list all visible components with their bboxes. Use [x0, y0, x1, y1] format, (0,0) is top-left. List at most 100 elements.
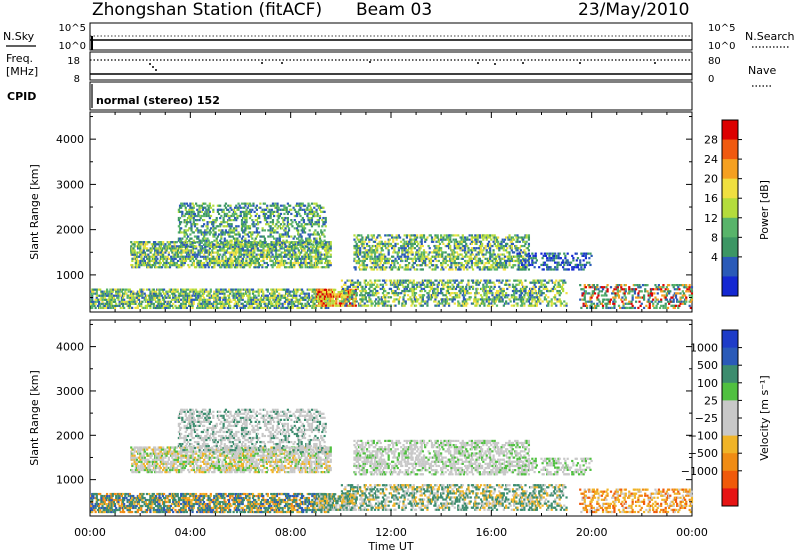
power-cell [287, 257, 290, 260]
power-cell [242, 216, 245, 220]
power-cell [152, 288, 155, 291]
power-cell [516, 255, 519, 258]
power-cell [230, 253, 233, 256]
power-cell [344, 295, 347, 298]
power-cell [440, 249, 443, 252]
power-cell [237, 304, 240, 307]
power-cell [357, 257, 361, 260]
power-cell [320, 259, 323, 263]
power-cell [165, 264, 168, 267]
power-cell [216, 290, 219, 293]
power-cell [133, 296, 136, 299]
power-cell [128, 300, 131, 303]
power-cell [312, 298, 315, 301]
power-cell [332, 295, 336, 298]
power-cell [234, 216, 237, 220]
power-cell [190, 216, 193, 220]
power-cell [192, 255, 196, 258]
power-cell [278, 233, 281, 236]
power-cell [180, 302, 183, 305]
power-cell [376, 251, 379, 254]
power-cell [338, 300, 341, 303]
power-cell [278, 253, 281, 256]
power-cell [419, 234, 422, 237]
power-cell [462, 240, 466, 243]
power-cell [214, 219, 217, 222]
power-cell [315, 290, 318, 294]
power-cell [199, 304, 202, 307]
power-cell [278, 235, 281, 238]
power-cell [245, 225, 248, 228]
power-cell [341, 287, 345, 291]
power-cell [91, 298, 94, 301]
power-cell [141, 292, 144, 295]
power-cell [427, 253, 430, 256]
power-cell [511, 251, 515, 254]
power-cell [313, 255, 316, 258]
power-cell [233, 294, 236, 297]
power-cell [296, 257, 299, 260]
power-cell [218, 302, 222, 305]
power-cell [287, 288, 290, 291]
power-cell [332, 302, 336, 305]
power-cell [500, 266, 503, 269]
power-cell [178, 245, 182, 248]
power-cell [457, 268, 460, 271]
power-cell [233, 264, 237, 267]
power-cell [346, 287, 349, 291]
power-cell [192, 247, 196, 250]
power-cell [213, 233, 216, 236]
power-cell [262, 255, 265, 258]
power-cell [240, 237, 244, 240]
power-cell [284, 290, 288, 293]
power-cell [253, 225, 256, 228]
power-cell [328, 297, 331, 300]
power-cell [321, 288, 324, 291]
power-cell [484, 266, 487, 269]
power-cell [276, 294, 280, 297]
power-cell [403, 234, 406, 237]
power-cell [151, 264, 154, 267]
power-cell [354, 259, 357, 263]
power-cell [301, 231, 304, 234]
power-cell [133, 241, 136, 244]
power-cell [105, 290, 109, 293]
power-cell [298, 239, 301, 242]
power-cell [189, 245, 192, 248]
power-cell [210, 302, 214, 305]
power-cell [189, 249, 192, 252]
power-cell [261, 300, 264, 303]
power-cell [238, 261, 241, 265]
power-cell [181, 202, 184, 205]
power-cell [284, 206, 287, 209]
power-cell [297, 300, 300, 303]
power-cell [411, 253, 414, 256]
power-cell [193, 294, 196, 297]
power-cell [313, 239, 316, 242]
power-cell [276, 302, 280, 305]
power-cell [253, 298, 256, 301]
power-cell [269, 231, 272, 234]
power-cell [355, 294, 358, 297]
power-cell [138, 245, 141, 248]
power-cell [318, 214, 322, 218]
power-cell [244, 239, 247, 242]
power-cell [448, 242, 451, 246]
power-cell [330, 300, 333, 303]
power-cell [524, 242, 527, 246]
power-cell [178, 304, 182, 307]
power-cell [361, 294, 364, 297]
power-cell [212, 225, 215, 228]
power-cell [305, 237, 308, 240]
power-cell [249, 249, 253, 252]
power-cell [326, 253, 329, 256]
power-cell [165, 304, 168, 307]
power-cell [270, 300, 273, 303]
power-cell [337, 293, 340, 296]
power-cell [162, 304, 166, 307]
power-cell [211, 294, 215, 297]
power-cell [517, 247, 520, 250]
power-cell [515, 259, 518, 263]
power-cell [406, 257, 410, 260]
power-cell [306, 206, 309, 209]
